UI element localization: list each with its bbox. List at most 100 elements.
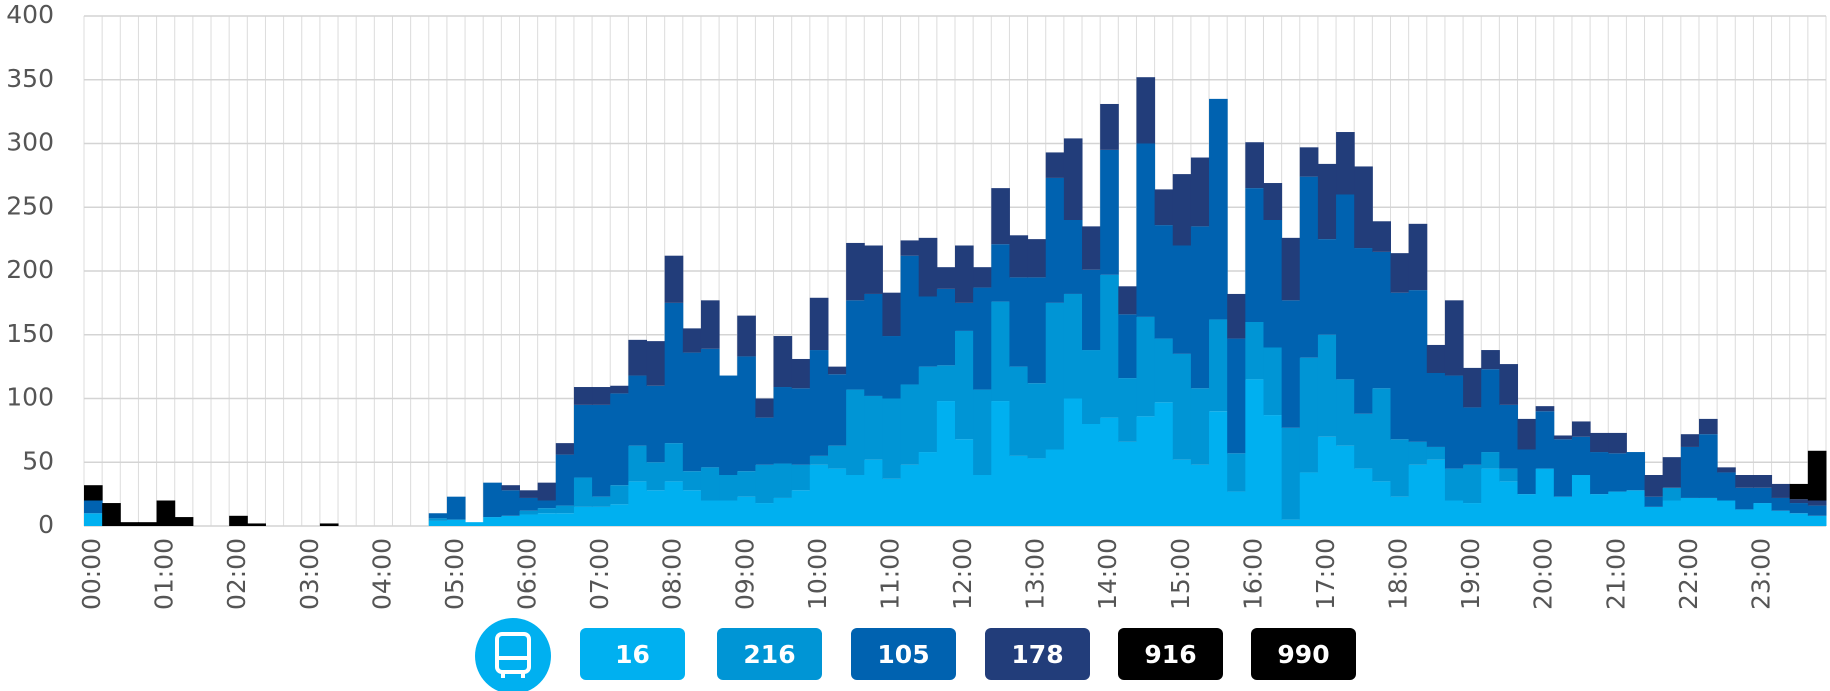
bar-segment [1317, 239, 1337, 335]
bar-segment [864, 395, 883, 460]
bar-segment [1408, 290, 1428, 442]
legend-label[interactable]: 178 [1011, 640, 1063, 669]
legend-swatch[interactable] [717, 628, 822, 680]
legend-label[interactable]: 16 [615, 640, 650, 669]
bar-segment [991, 301, 1010, 402]
bar-segment [973, 475, 992, 526]
y-tick-label: 250 [6, 191, 54, 220]
bar-segment [610, 485, 629, 505]
bar-segment [1045, 177, 1065, 303]
bar-segment [936, 365, 956, 402]
bar-segment [755, 503, 775, 526]
legend-label[interactable]: 216 [743, 640, 795, 669]
y-tick-label: 300 [6, 128, 54, 157]
y-tick-label: 200 [6, 255, 54, 284]
legend-label[interactable]: 916 [1144, 640, 1196, 669]
bar-segment [1807, 515, 1827, 526]
bar-segment [1245, 142, 1264, 189]
bar-segment [1100, 417, 1119, 526]
bar-segment [537, 482, 557, 501]
x-tick-label: 10:00 [803, 538, 832, 610]
bar-segment [827, 366, 847, 375]
bar-segment [864, 293, 883, 396]
plot: 0 50 100 150 200 250 300 350 400 00:00 01:00 02:00 0… [6, 0, 1827, 610]
bar-segment [1281, 427, 1301, 520]
bar-segment [846, 242, 865, 301]
bar-segment [737, 315, 756, 357]
bar-segment [1426, 373, 1446, 447]
bar-segment [1408, 441, 1428, 465]
bar-segment [882, 292, 902, 337]
bar-segment [573, 506, 593, 526]
bar-segment [973, 267, 992, 288]
bar-segment [664, 255, 684, 303]
bar-segment [483, 517, 502, 526]
bar-segment [156, 500, 176, 526]
bar-segment [1245, 379, 1264, 526]
bar-segment [483, 482, 502, 518]
bar-segment [610, 504, 629, 526]
bar-segment [936, 267, 956, 289]
bar-segment [1517, 449, 1537, 495]
bar-segment [1662, 500, 1682, 526]
bar-segment [882, 398, 902, 479]
bar-segment [791, 358, 811, 389]
bar-segment [628, 339, 648, 376]
bar-segment [1190, 226, 1210, 389]
bar-segment [1317, 334, 1337, 437]
bar-segment [1372, 388, 1391, 482]
bar-segment [1444, 468, 1464, 501]
legend-label[interactable]: 990 [1277, 640, 1329, 669]
bar-segment [1626, 452, 1646, 491]
x-tick-label: 12:00 [948, 538, 977, 610]
bar-segment [1571, 436, 1591, 475]
y-tick-label: 400 [6, 0, 54, 29]
bar-segment [700, 500, 720, 526]
bar-segment [1227, 338, 1246, 454]
bar-segment [1154, 225, 1174, 339]
bar-segment [664, 443, 684, 482]
bar-segment [138, 522, 158, 526]
legend-swatch[interactable] [580, 628, 685, 680]
bar-segment [1390, 496, 1410, 526]
x-tick-label: 00:00 [77, 538, 106, 610]
bar-segment [1481, 350, 1500, 370]
legend-swatch[interactable] [1118, 628, 1223, 680]
bar-segment [1190, 464, 1210, 526]
legend-swatch[interactable] [851, 628, 956, 680]
bar-segment [646, 490, 666, 526]
bar-segment [1245, 322, 1264, 380]
legend-swatch[interactable] [985, 628, 1090, 680]
bar-segment [592, 387, 611, 405]
bar-segment [773, 497, 793, 526]
bar-segment [573, 404, 593, 478]
bar-segment [1535, 468, 1555, 526]
bar-segment [1209, 98, 1228, 320]
bar-segment [737, 356, 756, 472]
bar-segment [1789, 513, 1809, 526]
legend-swatch[interactable] [1251, 628, 1356, 680]
bar-segment [936, 401, 956, 526]
bar-segment [1009, 277, 1029, 367]
bar-segment [1789, 499, 1809, 504]
bar-segment [1499, 468, 1519, 482]
bar-segment [1281, 300, 1301, 428]
bar-segment [1717, 500, 1736, 526]
bar-segment [537, 500, 557, 509]
x-tick-label: 07:00 [585, 538, 614, 610]
bar-segment [1517, 418, 1537, 450]
bar-segment [555, 443, 575, 455]
bar-segment [1444, 300, 1464, 376]
bar-segment [955, 302, 974, 331]
bar-segment [1209, 319, 1228, 412]
y-tick-label: 100 [6, 383, 54, 412]
legend-label[interactable]: 105 [877, 640, 929, 669]
bar-segment [628, 375, 648, 446]
bar-segment [1118, 286, 1137, 315]
bar-segment [900, 240, 920, 256]
bar-segment [247, 523, 266, 526]
y-tick-label: 150 [6, 319, 54, 348]
bar-segment [84, 485, 103, 501]
bar-segment [755, 398, 775, 418]
